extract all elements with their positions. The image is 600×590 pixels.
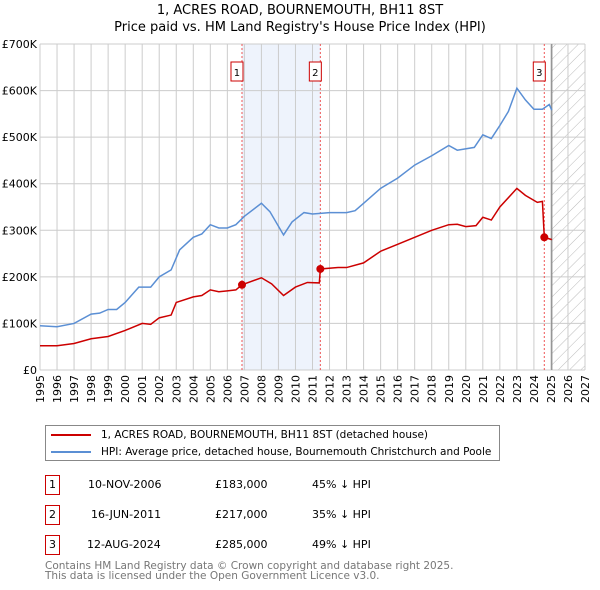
sale-label: 3: [536, 68, 542, 79]
footer-copyright: Contains HM Land Registry data © Crown c…: [45, 560, 454, 572]
x-tick-label: 2002: [153, 375, 166, 403]
x-tick-label: 2017: [409, 375, 422, 403]
x-tick-label: 1997: [68, 375, 81, 403]
sale-point: [316, 264, 325, 273]
legend-label: HPI: Average price, detached house, Bour…: [101, 446, 492, 458]
x-tick-label: 2020: [460, 375, 473, 403]
x-tick-label: 2018: [426, 375, 439, 403]
x-tick-label: 2000: [119, 375, 132, 403]
footer: Contains HM Land Registry data © Crown c…: [45, 560, 454, 582]
x-tick-label: 1995: [34, 375, 47, 403]
x-tick-label: 2006: [221, 375, 234, 403]
title: 1, ACRES ROAD, BOURNEMOUTH, BH11 8ST: [156, 3, 444, 18]
legend-item-property: 1, ACRES ROAD, BOURNEMOUTH, BH11 8ST (de…: [51, 429, 428, 441]
sale-date: 12-AUG-2024: [87, 538, 161, 551]
sale-marker: 1: [45, 475, 60, 495]
sale-period-shading: [241, 44, 321, 370]
sale-hpi: 45% ↓ HPI: [312, 478, 371, 491]
red-line-swatch: [51, 434, 91, 436]
x-tick-label: 2014: [358, 375, 371, 403]
sale-label-box: [230, 61, 244, 82]
hpi-line: [39, 86, 553, 328]
sale-date: 16-JUN-2011: [91, 508, 162, 521]
y-tick-label: £0: [23, 364, 37, 377]
property-line: [40, 187, 553, 347]
sale-marker: 3: [45, 535, 60, 555]
sale-date: 10-NOV-2006: [88, 478, 162, 491]
x-tick-label: 2023: [511, 375, 524, 403]
x-tick-label: 2009: [272, 375, 285, 403]
sale-point: [540, 233, 549, 242]
blue-line-swatch: [51, 451, 91, 453]
footer-licence: This data is licensed under the Open Gov…: [45, 570, 380, 582]
y-tick-label: £100K: [2, 317, 38, 330]
sale-label: 1: [234, 68, 240, 79]
subtitle: Price paid vs. HM Land Registry's House …: [114, 20, 486, 35]
sale-label-box: [532, 61, 546, 82]
x-tick-label: 2025: [545, 375, 558, 403]
sale-label-box: [308, 61, 322, 82]
x-tick-label: 2021: [477, 375, 490, 403]
x-tick-label: 1996: [51, 375, 64, 403]
x-tick-label: 1999: [102, 375, 115, 403]
y-tick-label: £200K: [2, 271, 38, 284]
sale-price: £217,000: [215, 508, 268, 521]
sale-price: £183,000: [215, 478, 268, 491]
y-tick-label: £700K: [2, 38, 38, 51]
x-tick-label: 2007: [238, 375, 251, 403]
x-tick-label: 2019: [443, 375, 456, 403]
x-tick-label: 2012: [324, 375, 337, 403]
x-tick-label: 2022: [494, 375, 507, 403]
x-tick-label: 2005: [204, 375, 217, 403]
legend: 1, ACRES ROAD, BOURNEMOUTH, BH11 8ST (de…: [45, 425, 500, 461]
sale-marker: 2: [45, 505, 60, 525]
x-tick-label: 2015: [375, 375, 388, 403]
x-tick-label: 2010: [289, 375, 302, 403]
sale-hpi: 35% ↓ HPI: [312, 508, 371, 521]
sale-hpi: 49% ↓ HPI: [312, 538, 371, 551]
x-tick-label: 2003: [170, 375, 183, 403]
legend-item-hpi: HPI: Average price, detached house, Bour…: [51, 446, 491, 458]
sale-point: [237, 280, 246, 289]
x-tick-label: 2027: [579, 375, 592, 403]
x-tick-label: 2026: [562, 375, 575, 403]
x-tick-label: 1998: [85, 375, 98, 403]
x-tick-label: 2024: [528, 375, 541, 403]
sale-label: 2: [312, 68, 318, 79]
x-tick-label: 2013: [341, 375, 354, 403]
x-tick-label: 2001: [136, 375, 149, 403]
y-tick-label: £300K: [2, 224, 38, 237]
sale-price: £285,000: [215, 538, 268, 551]
y-tick-label: £500K: [2, 131, 38, 144]
x-tick-label: 2016: [392, 375, 405, 403]
chart-title: 1, ACRES ROAD, BOURNEMOUTH, BH11 8ST Pri…: [0, 2, 600, 36]
legend-label: 1, ACRES ROAD, BOURNEMOUTH, BH11 8ST (de…: [101, 429, 429, 441]
x-tick-label: 2004: [187, 375, 200, 403]
x-tick-label: 2008: [255, 375, 268, 403]
y-tick-label: £400K: [2, 178, 38, 191]
chart: 1995 1996 1997 1998 1999 2000 2001 2002 2003 2004…: [2, 38, 592, 403]
y-tick-label: £600K: [2, 85, 38, 98]
x-tick-label: 2011: [307, 375, 320, 403]
